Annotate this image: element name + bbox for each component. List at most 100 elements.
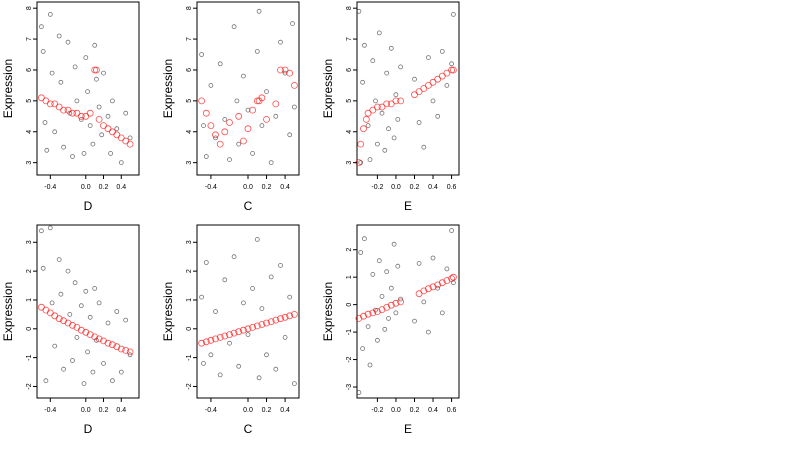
fitted-point xyxy=(357,140,365,148)
data-point xyxy=(110,378,115,384)
y-tick-label: -1 xyxy=(346,329,353,335)
data-point xyxy=(83,55,89,60)
fitted-point xyxy=(392,299,400,307)
data-point xyxy=(421,299,427,305)
plot-frame xyxy=(36,224,140,399)
y-tick-label: 1 xyxy=(186,298,193,302)
data-point xyxy=(291,381,297,387)
y-tick-label: 7 xyxy=(26,37,33,41)
fitted-point xyxy=(91,333,99,341)
x-axis-label: C xyxy=(244,422,253,436)
fitted-point xyxy=(109,128,116,136)
data-point xyxy=(118,160,124,166)
y-tick-label: -3 xyxy=(346,384,353,390)
fitted-point xyxy=(378,103,386,111)
points xyxy=(355,8,457,167)
data-point xyxy=(222,277,228,283)
data-point xyxy=(92,42,98,48)
fitted-point xyxy=(42,306,50,314)
fitted-point xyxy=(202,109,210,117)
data-point xyxy=(256,8,262,14)
fitted-point xyxy=(64,106,72,114)
fitted-point xyxy=(267,318,275,326)
data-point xyxy=(43,378,49,384)
data-point xyxy=(287,294,293,300)
plot-frame xyxy=(356,224,460,399)
points xyxy=(198,236,298,387)
data-point xyxy=(217,61,223,67)
data-point xyxy=(231,24,237,30)
x-tick-label: -0.2 xyxy=(371,407,383,414)
y-tick-label: -2 xyxy=(346,356,353,362)
data-point xyxy=(201,123,206,128)
data-point xyxy=(105,113,111,119)
fitted-point xyxy=(286,69,294,77)
x-tick-label: 0.2 xyxy=(262,184,272,191)
data-point xyxy=(391,241,397,247)
fitted-point xyxy=(212,131,219,139)
fitted-point xyxy=(434,75,442,83)
fitted-point xyxy=(277,315,284,323)
plot-frame xyxy=(356,1,460,176)
fitted-point xyxy=(272,316,280,324)
fitted-point xyxy=(82,112,90,120)
y-tick-label: 1 xyxy=(346,275,353,279)
data-point xyxy=(425,55,431,60)
fitted-point xyxy=(443,277,451,284)
fitted-point xyxy=(216,333,224,341)
fitted-point xyxy=(51,312,59,320)
fitted-point xyxy=(51,100,59,108)
data-point xyxy=(81,150,87,156)
data-point xyxy=(217,372,223,378)
fitted-point xyxy=(360,125,367,133)
data-point xyxy=(65,39,71,45)
data-point xyxy=(373,98,378,104)
y-axis-label: Expression xyxy=(161,282,175,341)
x-tick-label: 0.4 xyxy=(116,407,126,414)
y-tick-label: -1 xyxy=(186,354,193,360)
data-point xyxy=(370,271,376,277)
data-point xyxy=(227,157,232,163)
y-tick-label: 8 xyxy=(346,6,353,10)
y-tick-label: 4 xyxy=(186,130,193,134)
data-point xyxy=(208,83,214,88)
x-tick-label: -0.4 xyxy=(44,407,56,414)
data-point xyxy=(450,11,456,17)
data-point xyxy=(290,21,295,27)
fitted-point xyxy=(60,106,67,114)
fitted-point xyxy=(286,312,294,320)
data-point xyxy=(114,126,120,132)
fitted-point xyxy=(443,69,451,77)
fitted-point xyxy=(126,348,134,356)
x-tick-label: 0.2 xyxy=(262,407,272,414)
fitted-point xyxy=(355,314,363,322)
x-tick-label: 0.4 xyxy=(116,184,126,191)
data-point xyxy=(222,117,228,122)
fitted-point xyxy=(263,319,270,327)
points xyxy=(38,225,134,387)
fitted-point xyxy=(411,91,418,99)
fitted-point xyxy=(239,137,247,145)
y-tick-label: 5 xyxy=(186,99,193,103)
data-point xyxy=(44,147,50,153)
fitted-point xyxy=(369,309,377,317)
data-point xyxy=(374,141,380,147)
data-point xyxy=(382,147,388,153)
data-point xyxy=(367,362,373,368)
fitted-point xyxy=(117,134,125,142)
fitted-point xyxy=(383,100,391,108)
data-point xyxy=(376,30,382,36)
fitted-point xyxy=(91,66,99,74)
fitted-point xyxy=(55,315,63,323)
y-axis-label: Expression xyxy=(321,282,335,341)
data-point xyxy=(379,110,385,116)
plot-frame xyxy=(196,224,300,399)
data-point xyxy=(78,117,84,122)
fitted-point xyxy=(397,97,405,105)
data-point xyxy=(40,49,46,54)
fitted-point xyxy=(73,109,81,117)
x-tick-label: 0.2 xyxy=(99,407,109,414)
data-point xyxy=(384,70,390,76)
fitted-point xyxy=(198,339,206,347)
